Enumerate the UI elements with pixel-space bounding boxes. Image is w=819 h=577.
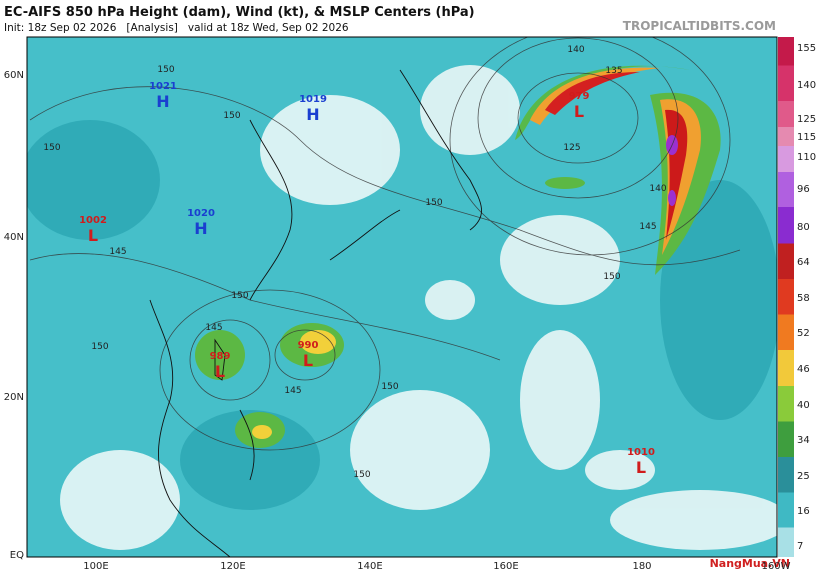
- colorbar: 155 140 125 115 110 96 80 64 58 52 46 40 34 25 16 7: [778, 37, 816, 557]
- contour-label: 145: [639, 222, 656, 232]
- subtitle: Init: 18z Sep 02 2026 [Analysis] valid a…: [4, 22, 349, 34]
- colorbar-segment: [778, 314, 794, 350]
- colorbar-label: 64: [797, 257, 810, 268]
- pressure-type: L: [303, 351, 313, 370]
- colorbar-label: 46: [797, 364, 810, 375]
- map-field: [27, 37, 777, 557]
- colorbar-segment: [778, 350, 794, 386]
- colorbar-segment: [778, 101, 794, 127]
- longitude-label: 180: [632, 561, 651, 572]
- colorbar-segment: [778, 386, 794, 422]
- contour-label: 150: [157, 65, 174, 75]
- contour-label: 150: [353, 470, 370, 480]
- contour-label: 150: [381, 382, 398, 392]
- colorbar-segment: [778, 243, 794, 279]
- latitude-label: 60N: [4, 70, 24, 81]
- colorbar-label: 7: [797, 541, 803, 552]
- contour-label: 150: [231, 291, 248, 301]
- pressure-type: H: [156, 92, 169, 111]
- colorbar-segment: [778, 457, 794, 493]
- colorbar-segment: [778, 146, 794, 172]
- longitude-label: 120E: [220, 561, 245, 572]
- colorbar-label: 16: [797, 506, 810, 517]
- colorbar-label: 25: [797, 471, 810, 482]
- contour-label: 150: [603, 272, 620, 282]
- pressure-type: L: [215, 362, 225, 381]
- colorbar-label: 155: [797, 43, 816, 54]
- pressure-value: 1019: [299, 94, 327, 105]
- pressure-value: 1020: [187, 208, 215, 219]
- contour-label: 150: [425, 198, 442, 208]
- contour-label: 135: [605, 66, 622, 76]
- colorbar-label: 52: [797, 328, 810, 339]
- contour-label: 145: [205, 323, 222, 333]
- colorbar-segment: [778, 421, 794, 457]
- watermark: NangMua.VN: [710, 557, 790, 570]
- colorbar-label: 125: [797, 114, 816, 125]
- colorbar-label: 110: [797, 152, 816, 163]
- longitude-label: 100E: [83, 561, 108, 572]
- colorbar-label: 40: [797, 400, 810, 411]
- contour-label: 140: [649, 184, 666, 194]
- pressure-value: 1010: [627, 447, 655, 458]
- longitude-label: 160E: [493, 561, 518, 572]
- colorbar-label: 115: [797, 132, 816, 143]
- pressure-type: L: [574, 102, 584, 121]
- title: EC-AIFS 850 hPa Height (dam), Wind (kt),…: [4, 5, 475, 20]
- colorbar-segment: [778, 127, 794, 146]
- colorbar-label: 80: [797, 222, 810, 233]
- pressure-type: L: [88, 226, 98, 245]
- contour-label: 145: [109, 247, 126, 257]
- pressure-type: H: [306, 105, 319, 124]
- colorbar-label: 96: [797, 184, 810, 195]
- contour-label: 150: [91, 342, 108, 352]
- pressure-value: 979: [569, 91, 590, 102]
- colorbar-segment: [778, 527, 794, 557]
- latitude-label: EQ: [10, 550, 24, 561]
- pressure-value: 1002: [79, 215, 107, 226]
- colorbar-label: 140: [797, 80, 816, 91]
- longitude-label: 160W: [762, 561, 791, 572]
- colorbar-label: 58: [797, 293, 810, 304]
- contour-label: 150: [43, 143, 60, 153]
- credit: TROPICALTIDBITS.COM: [623, 19, 776, 33]
- colorbar-segment: [778, 65, 794, 101]
- longitude-label: 140E: [357, 561, 382, 572]
- latitude-label: 20N: [4, 392, 24, 403]
- contour-label: 125: [563, 143, 580, 153]
- colorbar-segment: [778, 279, 794, 315]
- pressure-value: 1021: [149, 81, 177, 92]
- contour-label: 140: [567, 45, 584, 55]
- pressure-type: L: [636, 458, 646, 477]
- contour-label: 145: [284, 386, 301, 396]
- colorbar-segment: [778, 492, 794, 528]
- pressure-type: H: [194, 219, 207, 238]
- contour-label: 150: [223, 111, 240, 121]
- pressure-value: 989: [210, 351, 231, 362]
- pressure-value: 990: [298, 340, 319, 351]
- map-frame: [26, 36, 778, 558]
- colorbar-segment: [778, 172, 794, 207]
- colorbar-label: 34: [797, 435, 810, 446]
- colorbar-segment: [778, 207, 794, 244]
- latitude-label: 40N: [4, 232, 24, 243]
- colorbar-segment: [778, 37, 794, 66]
